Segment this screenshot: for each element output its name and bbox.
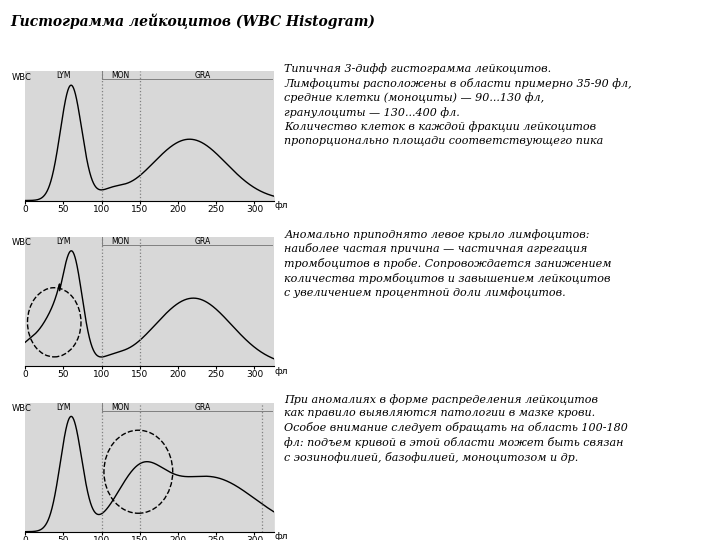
- Text: GRA: GRA: [195, 237, 211, 246]
- Text: Аномально приподнято левое крыло лимфоцитов:
наиболее частая причина — частичная: Аномально приподнято левое крыло лимфоци…: [284, 228, 612, 299]
- Text: WBC: WBC: [12, 404, 32, 413]
- Text: фл: фл: [275, 367, 288, 376]
- Text: фл: фл: [275, 532, 288, 540]
- Text: MON: MON: [112, 403, 130, 411]
- Text: LYM: LYM: [56, 403, 71, 411]
- Text: GRA: GRA: [195, 71, 211, 80]
- Text: При аномалиях в форме распределения лейкоцитов
как правило выявляются патологии : При аномалиях в форме распределения лейк…: [284, 394, 629, 463]
- Text: Гистограмма лейкоцитов (WBC Histogram): Гистограмма лейкоцитов (WBC Histogram): [11, 14, 376, 29]
- Text: GRA: GRA: [195, 403, 211, 411]
- Text: Типичная 3-дифф гистограмма лейкоцитов.
Лимфоциты расположены в области примерно: Типичная 3-дифф гистограмма лейкоцитов. …: [284, 63, 632, 146]
- Text: WBC: WBC: [12, 73, 32, 82]
- Text: MON: MON: [112, 71, 130, 80]
- Text: MON: MON: [112, 237, 130, 246]
- Text: LYM: LYM: [56, 237, 71, 246]
- Text: WBC: WBC: [12, 238, 32, 247]
- Text: фл: фл: [275, 201, 288, 210]
- Text: LYM: LYM: [56, 71, 71, 80]
